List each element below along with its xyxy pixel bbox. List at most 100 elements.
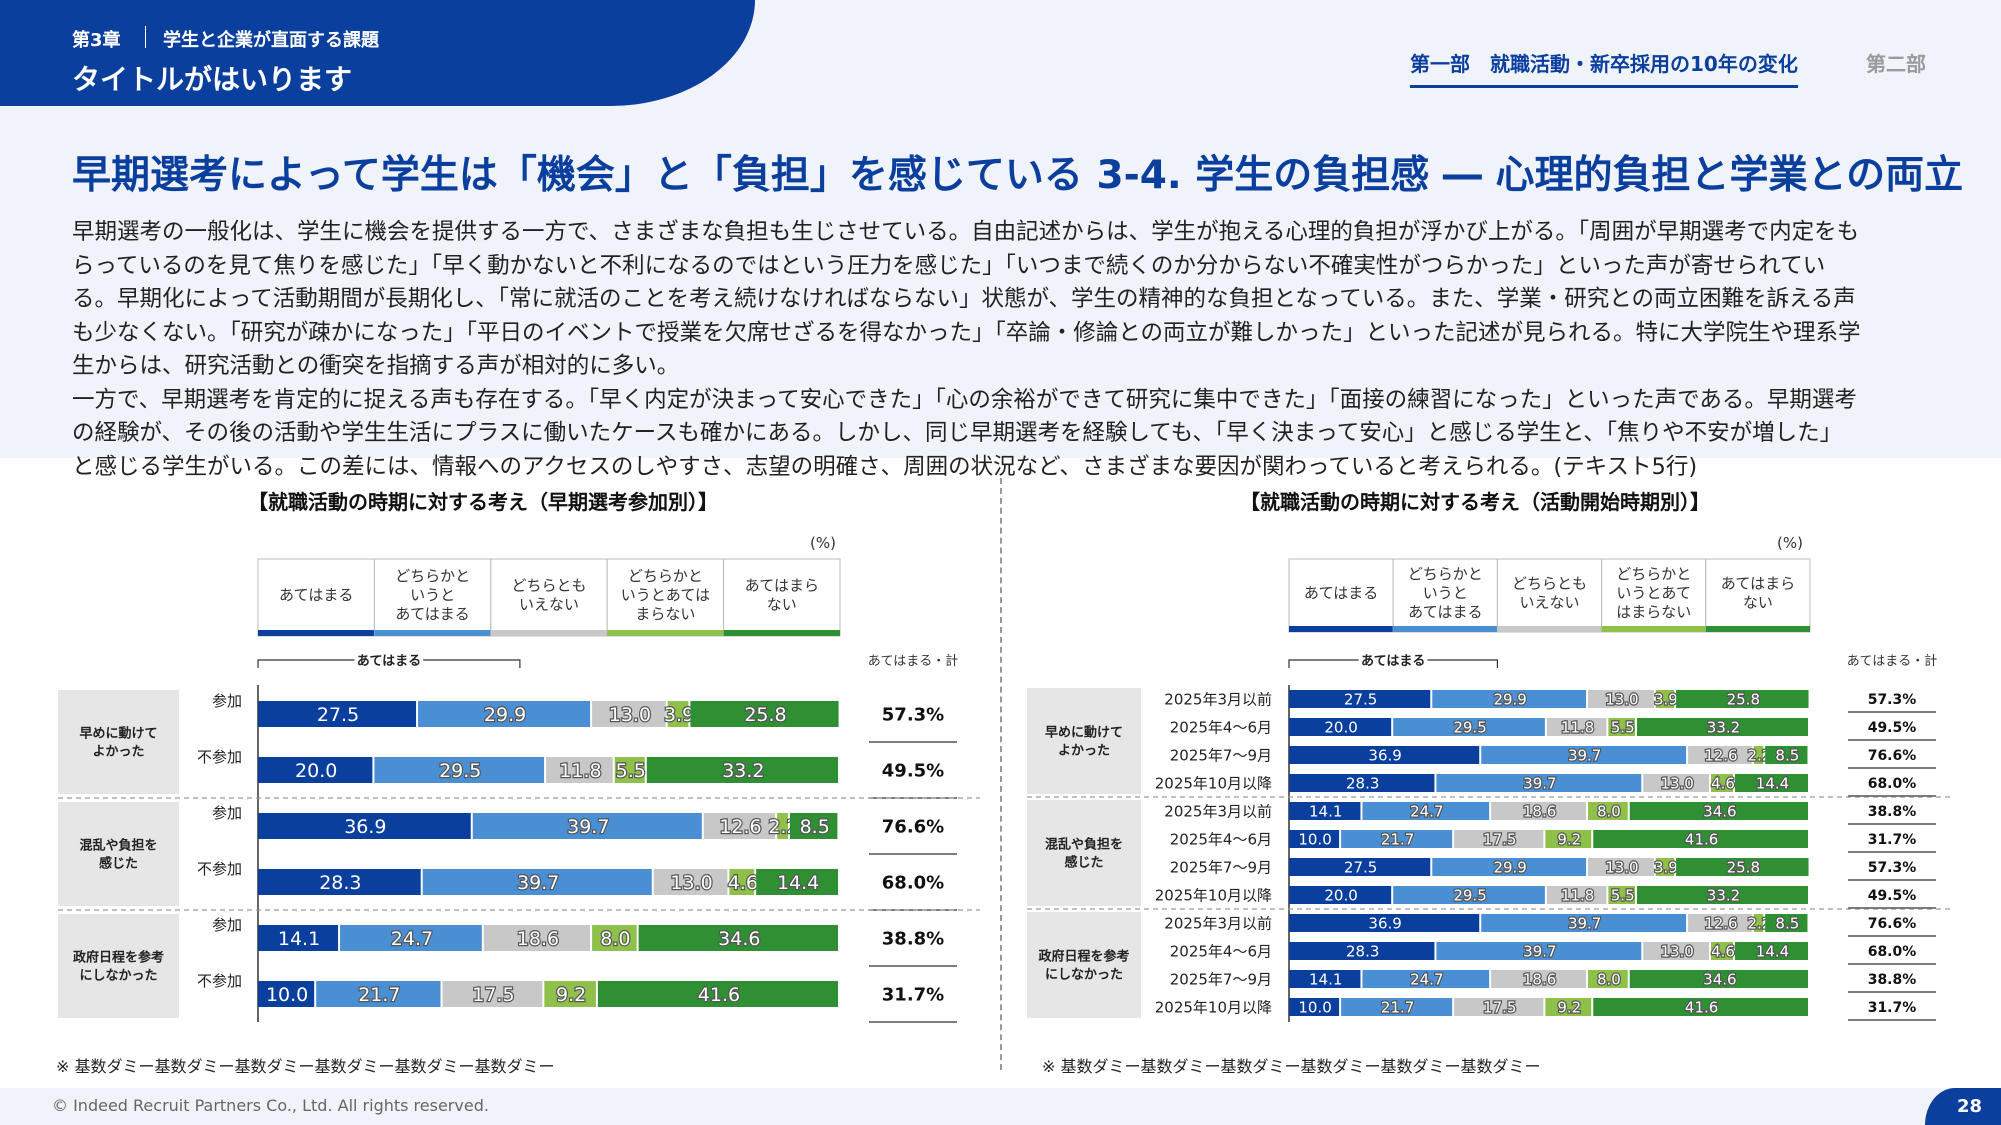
- right-total-2-1: 68.0%: [1868, 944, 1917, 960]
- right-bar-1-0-seg0: [1289, 802, 1361, 820]
- left-value-1-0-seg4: 8.5: [800, 816, 830, 838]
- left-value-2-1-seg4: 41.6: [698, 984, 740, 1006]
- left-legend-box-3: [606, 558, 725, 637]
- right-legend-label-2-1: いえない: [1519, 593, 1579, 611]
- right-value-2-1-seg1: 39.7: [1523, 942, 1556, 960]
- left-value-2-1-seg2: 17.5: [472, 984, 514, 1006]
- left-legend-label-4-1: ない: [767, 595, 797, 613]
- right-row-label-0-1: 2025年4～6月: [1170, 718, 1272, 736]
- right-bar-2-0-seg3: [1753, 914, 1764, 932]
- right-bar-2-0-seg1: [1481, 914, 1687, 932]
- right-value-1-3-seg2: 11.8: [1561, 886, 1594, 904]
- right-bar-0-0-seg3: [1655, 690, 1675, 708]
- page-number: 28: [1957, 1096, 1983, 1117]
- right-value-2-1-seg4: 14.4: [1756, 942, 1789, 960]
- left-value-2-1-seg0: 10.0: [266, 984, 308, 1006]
- right-legend-label-2-0: どちらとも: [1512, 574, 1587, 592]
- chart-right-unit: (%): [1777, 534, 1803, 552]
- section-title: タイトルがはいります: [72, 63, 353, 96]
- page-number-badge: 28: [1925, 1088, 2001, 1125]
- left-value-1-1-seg2: 13.0: [670, 872, 712, 894]
- right-value-0-3-seg0: 28.3: [1346, 774, 1379, 792]
- right-bar-2-1-seg1: [1436, 942, 1642, 960]
- right-bar-2-2-seg4: [1629, 970, 1808, 988]
- right-bar-1-0-seg2: [1491, 802, 1587, 820]
- right-value-0-3-seg4: 14.4: [1756, 774, 1789, 792]
- left-total-2-1: 31.7%: [882, 984, 944, 1005]
- left-total-1-1: 68.0%: [882, 872, 944, 893]
- right-group-label-0-1: よかった: [1058, 744, 1110, 759]
- left-value-1-1-seg4: 14.4: [777, 872, 819, 894]
- right-bar-0-3-seg0: [1289, 774, 1435, 792]
- left-total-header: あてはまる・計: [868, 653, 958, 669]
- left-value-1-1-seg0: 28.3: [319, 872, 361, 894]
- left-bar-0-1-seg3: [614, 757, 645, 783]
- right-row-label-0-3: 2025年10月以降: [1155, 774, 1272, 792]
- left-total-1-0: 76.6%: [882, 816, 944, 837]
- left-legend-swatch-0: [258, 630, 375, 636]
- right-bar-2-1-seg0: [1289, 942, 1435, 960]
- body-paragraph-2: 一方で、早期選考を肯定的に捉える声も存在する。「早く内定が決まって安心できた」「…: [72, 386, 1857, 480]
- right-value-1-0-seg0: 14.1: [1309, 802, 1342, 820]
- left-legend-box-4: [723, 558, 841, 637]
- right-legend-label-3-2: はまらない: [1616, 603, 1691, 621]
- right-row-label-2-1: 2025年4～6月: [1170, 942, 1272, 960]
- right-value-1-2-seg4: 25.8: [1727, 858, 1760, 876]
- nav-part1-link[interactable]: 第一部 就職活動・新卒採用の10年の変化: [1410, 48, 1798, 88]
- chart-right: あてはまるどちらかというとあてはまるどちらともいえないどちらかというとあてはまら…: [1027, 558, 1950, 1022]
- right-bar-2-0-seg0: [1289, 914, 1480, 932]
- right-bar-1-1-seg2: [1454, 830, 1544, 848]
- chart-left-note: ※ 基数ダミー基数ダミー基数ダミー基数ダミー基数ダミー基数ダミー: [56, 1057, 555, 1076]
- right-value-1-3-seg3: 5.5: [1611, 886, 1635, 904]
- right-bar-0-1-seg3: [1608, 718, 1636, 736]
- left-row-label-1-0: 参加: [212, 804, 242, 822]
- left-bar-0-0-seg3: [667, 701, 689, 727]
- right-value-2-0-seg0: 36.9: [1368, 914, 1401, 932]
- right-bracket-label: あてはまる: [1361, 654, 1425, 669]
- chart-left: あてはまるどちらかというとあてはまるどちらともいえないどちらかというとあてはまら…: [58, 558, 980, 1023]
- right-total-2-3: 31.7%: [1868, 1000, 1917, 1016]
- right-value-1-0-seg2: 18.6: [1523, 802, 1556, 820]
- left-bar-1-1-seg0: [258, 869, 421, 895]
- right-value-2-3-seg4: 41.6: [1685, 998, 1718, 1016]
- left-legend-label-0-0: あてはまる: [279, 586, 353, 604]
- right-value-0-3-seg2: 13.0: [1660, 774, 1693, 792]
- left-value-1-1-seg3: 4.6: [728, 872, 758, 894]
- right-total-0-2: 76.6%: [1868, 748, 1917, 764]
- right-bar-0-3-seg4: [1734, 774, 1808, 792]
- left-legend-swatch-1: [374, 630, 491, 636]
- left-value-2-0-seg3: 8.0: [600, 928, 630, 950]
- right-bar-1-0-seg1: [1362, 802, 1490, 820]
- left-value-1-0-seg2: 12.6: [719, 816, 761, 838]
- right-bar-2-3-seg4: [1593, 998, 1808, 1016]
- right-value-0-0-seg2: 13.0: [1605, 690, 1638, 708]
- right-bar-2-2-seg1: [1362, 970, 1490, 988]
- right-value-1-0-seg1: 24.7: [1410, 802, 1443, 820]
- left-bar-2-0-seg4: [638, 925, 838, 951]
- right-bar-1-3-seg2: [1546, 886, 1607, 904]
- right-value-1-1-seg4: 41.6: [1685, 830, 1718, 848]
- left-bar-1-0-seg3: [777, 813, 788, 839]
- right-bar-2-1-seg4: [1734, 942, 1808, 960]
- right-legend-swatch-1: [1393, 626, 1498, 632]
- right-value-1-0-seg3: 8.0: [1597, 802, 1621, 820]
- right-legend-label-0-0: あてはまる: [1304, 584, 1378, 602]
- left-bar-0-0-seg4: [690, 701, 839, 727]
- left-legend-label-4-0: あてはまら: [745, 576, 819, 594]
- right-group-label-2-1: にしなかった: [1045, 968, 1123, 983]
- right-value-0-2-seg1: 39.7: [1568, 746, 1601, 764]
- left-value-0-0-seg0: 27.5: [317, 704, 359, 726]
- left-value-2-1-seg3: 9.2: [556, 984, 586, 1006]
- right-bar-1-0-seg3: [1588, 802, 1628, 820]
- left-value-2-0-seg2: 18.6: [517, 928, 559, 950]
- left-legend-label-1-1: いうと: [410, 586, 455, 604]
- right-value-2-1-seg3: 4.6: [1711, 942, 1735, 960]
- body-paragraph-1: 早期選考の一般化は、学生に機会を提供する一方で、さまざまな負担も生じさせている。…: [72, 219, 1861, 379]
- left-value-1-1-seg1: 39.7: [517, 872, 559, 894]
- right-bar-2-0-seg4: [1765, 914, 1808, 932]
- left-bar-2-1-seg0: [258, 981, 315, 1007]
- right-bar-0-0-seg1: [1432, 690, 1587, 708]
- right-value-2-3-seg1: 21.7: [1381, 998, 1414, 1016]
- nav-part2-link[interactable]: 第二部: [1866, 52, 1926, 76]
- left-bar-2-0-seg0: [258, 925, 339, 951]
